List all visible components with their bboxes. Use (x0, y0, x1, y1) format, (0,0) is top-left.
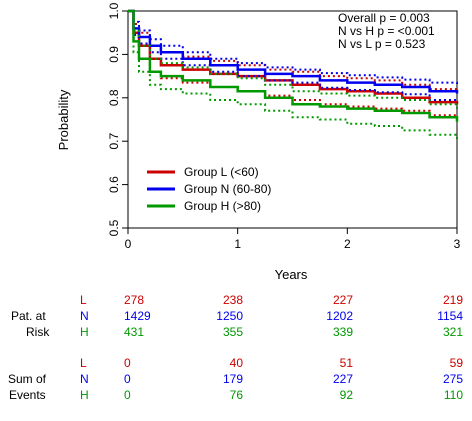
risk-table-label-line2: Risk (26, 325, 50, 339)
x-tick-label: 0 (125, 237, 132, 251)
events-table-label-line1: Sum of (8, 372, 47, 386)
events-value: 40 (229, 356, 243, 370)
risk-value: 1250 (216, 309, 243, 323)
survival-line-N (128, 9, 459, 94)
p-value-annotation: N vs L p = 0.523 (338, 37, 426, 51)
p-value-annotation: N vs H p = <0.001 (338, 24, 435, 38)
events-value: 179 (222, 372, 243, 386)
legend-label-L: Group L (<60) (184, 165, 259, 179)
y-tick-label: 0.8 (107, 89, 121, 106)
ci-lower-L (128, 10, 458, 118)
y-tick-label: 0.5 (107, 219, 121, 236)
x-axis-label: Years (275, 267, 308, 282)
x-tick-label: 3 (454, 237, 461, 251)
risk-value: 321 (442, 325, 463, 339)
events-value: 0 (124, 356, 131, 370)
legend-label-H: Group H (>80) (184, 199, 261, 213)
risk-value: 1202 (326, 309, 353, 323)
risk-value: 339 (332, 325, 353, 339)
events-value: 92 (339, 388, 353, 402)
events-value: 0 (124, 372, 131, 386)
risk-value: 238 (222, 293, 243, 307)
risk-value: 1429 (124, 309, 151, 323)
x-tick-label: 1 (234, 237, 241, 251)
risk-value: 1154 (437, 309, 463, 323)
ci-lower-H (128, 10, 458, 139)
p-value-annotation: Overall p = 0.003 (338, 11, 430, 25)
ci-upper-H (128, 10, 458, 109)
legend-label-N: Group N (60-80) (184, 182, 271, 196)
risk-value: 431 (124, 325, 145, 339)
risk-table-label-line1: Pat. at (11, 309, 46, 323)
series-H (128, 9, 459, 139)
survival-chart: 0 1 2 3 0.5 0.6 0.7 0.8 0.9 1.0 Overall p = 0.003… (56, 2, 461, 282)
series-N (128, 9, 459, 103)
events-table-label-line2: Events (9, 388, 46, 402)
ci-lower-N (128, 10, 458, 103)
chart-legend: Group L (<60) Group N (60-80) Group H (>80… (147, 165, 271, 213)
y-tick-label: 1.0 (107, 2, 121, 19)
events-group-key: L (80, 356, 87, 370)
risk-group-key: L (80, 293, 87, 307)
events-value: 275 (442, 372, 463, 386)
chart-series-layer (128, 9, 459, 139)
risk-value: 219 (442, 293, 463, 307)
risk-group-key: H (80, 325, 89, 339)
events-value: 0 (124, 388, 131, 402)
y-tick-label: 0.7 (107, 133, 121, 150)
events-value: 51 (339, 356, 353, 370)
events-group-key: H (80, 388, 89, 402)
events-value: 227 (332, 372, 353, 386)
risk-group-key: N (80, 309, 89, 323)
events-value: 110 (443, 388, 463, 402)
y-tick-label: 0.6 (107, 176, 121, 193)
chart-axes: 0 1 2 3 0.5 0.6 0.7 0.8 0.9 1.0 (107, 2, 461, 251)
risk-value: 227 (332, 293, 353, 307)
events-group-key: N (80, 372, 89, 386)
risk-value: 278 (124, 293, 145, 307)
events-value: 59 (449, 356, 463, 370)
ci-upper-N (128, 10, 458, 85)
events-value: 76 (229, 388, 243, 402)
y-tick-label: 0.9 (107, 46, 121, 63)
survival-line-H (128, 9, 459, 122)
risk-value: 355 (222, 325, 243, 339)
y-axis-label: Probability (56, 89, 71, 150)
x-tick-label: 2 (344, 237, 351, 251)
